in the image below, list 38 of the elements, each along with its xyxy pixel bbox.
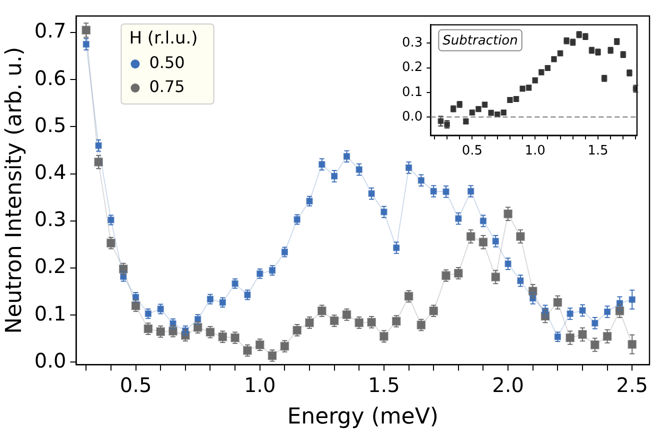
- x-axis-title: Energy (meV): [287, 404, 438, 430]
- y-tick-label: 0.5: [34, 112, 66, 137]
- x-tick-label: 0.5: [120, 372, 152, 397]
- legend-title: H (r.l.u.): [129, 28, 198, 48]
- point: [517, 277, 524, 284]
- x-tick-label: 2.5: [616, 372, 648, 397]
- x-tick-label: 0.5: [462, 144, 483, 159]
- x-tick-label: 1.5: [368, 372, 400, 397]
- point: [94, 158, 103, 166]
- y-tick-label: 0.2: [402, 60, 423, 76]
- point: [442, 188, 450, 196]
- point: [579, 307, 586, 314]
- point: [82, 26, 91, 35]
- point: [516, 232, 525, 241]
- x-tick-label: 1.0: [524, 144, 546, 159]
- point: [504, 260, 512, 268]
- y-tick-label: 0.2: [34, 254, 66, 278]
- y-tick-label: 0.1: [402, 84, 423, 100]
- legend-label: 0.50: [149, 53, 185, 72]
- annotation: Subtraction: [442, 34, 518, 49]
- y-tick-label: 0.0: [402, 109, 423, 124]
- y-tick-label: 0.7: [34, 18, 66, 43]
- point: [578, 330, 587, 339]
- x-tick-label: 1.0: [244, 372, 276, 397]
- legend-label: 0.75: [149, 77, 185, 96]
- point: [380, 208, 388, 216]
- y-axis-title: Neutron Intensity (arb. u.): [2, 46, 27, 334]
- y-tick-label: 0.4: [34, 160, 66, 184]
- x-tick-label: 2.0: [492, 372, 524, 397]
- point: [491, 272, 500, 282]
- y-tick-label: 0.3: [402, 36, 423, 51]
- x-tick-label: 1.5: [588, 144, 608, 159]
- y-tick-label: 0.6: [34, 66, 66, 90]
- point: [368, 190, 375, 197]
- point: [95, 142, 102, 149]
- y-tick-label: 0.0: [34, 348, 66, 372]
- y-tick-label: 0.3: [34, 207, 66, 232]
- y-tick-label: 0.1: [34, 301, 66, 326]
